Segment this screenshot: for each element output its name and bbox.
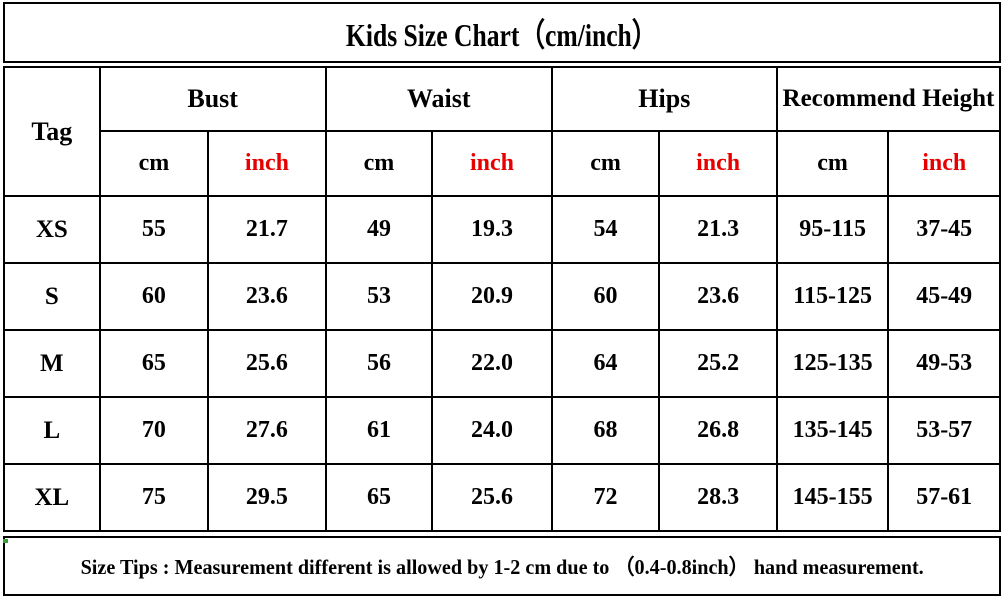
size-value-cell: 60 — [98, 262, 210, 331]
size-value-cell: 135-145 — [775, 396, 890, 465]
row-tag: M — [3, 329, 101, 398]
size-value-cell: 95-115 — [775, 195, 890, 264]
size-value-cell: 57-61 — [887, 463, 1001, 532]
size-value-cell: 22.0 — [431, 329, 553, 398]
size-value-cell: 68 — [550, 396, 661, 465]
row-tag: XS — [3, 195, 101, 264]
size-value-cell: 37-45 — [887, 195, 1001, 264]
page-title: Kids Size Chart（cm/inch） — [346, 16, 658, 53]
row-tag: XL — [3, 463, 101, 532]
unit-header-waist-inch: inch — [431, 130, 553, 197]
size-value-cell: 45-49 — [887, 262, 1001, 331]
unit-header-hips-inch: inch — [658, 130, 778, 197]
size-value-cell: 125-135 — [775, 329, 890, 398]
size-value-cell: 27.6 — [207, 396, 327, 465]
size-value-cell: 61 — [324, 396, 434, 465]
size-value-cell: 25.6 — [207, 329, 327, 398]
chart-title-box: Kids Size Chart（cm/inch） — [3, 2, 1001, 63]
size-value-cell: 25.2 — [658, 329, 778, 398]
column-group-bust: Bust — [98, 66, 327, 132]
size-value-cell: 53 — [324, 262, 434, 331]
table-row-xl: XL 75 29.5 65 25.6 72 28.3 145-155 57-61 — [3, 463, 1001, 532]
size-value-cell: 26.8 — [658, 396, 778, 465]
table-row-l: L 70 27.6 61 24.0 68 26.8 135-145 53-57 — [3, 396, 1001, 465]
table-row-xs: XS 55 21.7 49 19.3 54 21.3 95-115 37-45 — [3, 195, 1001, 264]
size-value-cell: 20.9 — [431, 262, 553, 331]
size-value-cell: 55 — [98, 195, 210, 264]
size-value-cell: 49 — [324, 195, 434, 264]
size-value-cell: 29.5 — [207, 463, 327, 532]
size-value-cell: 49-53 — [887, 329, 1001, 398]
column-group-recommend-height: Recommend Height — [775, 66, 1002, 132]
kids-size-table: Tag Bust Waist Hips Recommend Height cm … — [3, 66, 1002, 532]
size-value-cell: 54 — [550, 195, 661, 264]
table-row-m: M 65 25.6 56 22.0 64 25.2 125-135 49-53 — [3, 329, 1001, 398]
unit-header-height-cm: cm — [775, 130, 890, 197]
size-value-cell: 19.3 — [431, 195, 553, 264]
size-value-cell: 21.3 — [658, 195, 778, 264]
unit-header-bust-cm: cm — [98, 130, 210, 197]
size-value-cell: 23.6 — [658, 262, 778, 331]
row-tag: L — [3, 396, 101, 465]
column-group-waist: Waist — [324, 66, 553, 132]
size-tips-text: Size Tips : Measurement different is all… — [80, 555, 924, 579]
column-header-tag: Tag — [3, 66, 101, 197]
green-artifact-dot — [3, 539, 8, 543]
size-value-cell: 24.0 — [431, 396, 553, 465]
size-value-cell: 65 — [324, 463, 434, 532]
unit-header-waist-cm: cm — [324, 130, 434, 197]
size-value-cell: 64 — [550, 329, 661, 398]
size-value-cell: 145-155 — [775, 463, 890, 532]
unit-header-hips-cm: cm — [550, 130, 661, 197]
size-tips-box: Size Tips : Measurement different is all… — [3, 536, 1001, 596]
size-value-cell: 72 — [550, 463, 661, 532]
unit-header-height-inch: inch — [887, 130, 1001, 197]
size-value-cell: 65 — [98, 329, 210, 398]
header-group-row: Tag Bust Waist Hips Recommend Height — [3, 66, 1002, 197]
size-value-cell: 70 — [98, 396, 210, 465]
size-value-cell: 56 — [324, 329, 434, 398]
size-value-cell: 53-57 — [887, 396, 1001, 465]
row-tag: S — [3, 262, 101, 331]
size-value-cell: 23.6 — [207, 262, 327, 331]
size-value-cell: 25.6 — [431, 463, 553, 532]
column-group-hips: Hips — [550, 66, 778, 132]
size-value-cell: 28.3 — [658, 463, 778, 532]
size-value-cell: 75 — [98, 463, 210, 532]
unit-header-bust-inch: inch — [207, 130, 327, 197]
header-unit-row: cm inch cm inch cm inch cm inch — [4, 130, 1001, 197]
table-row-s: S 60 23.6 53 20.9 60 23.6 115-125 45-49 — [3, 262, 1001, 331]
size-value-cell: 60 — [550, 262, 661, 331]
size-value-cell: 21.7 — [207, 195, 327, 264]
size-value-cell: 115-125 — [775, 262, 890, 331]
